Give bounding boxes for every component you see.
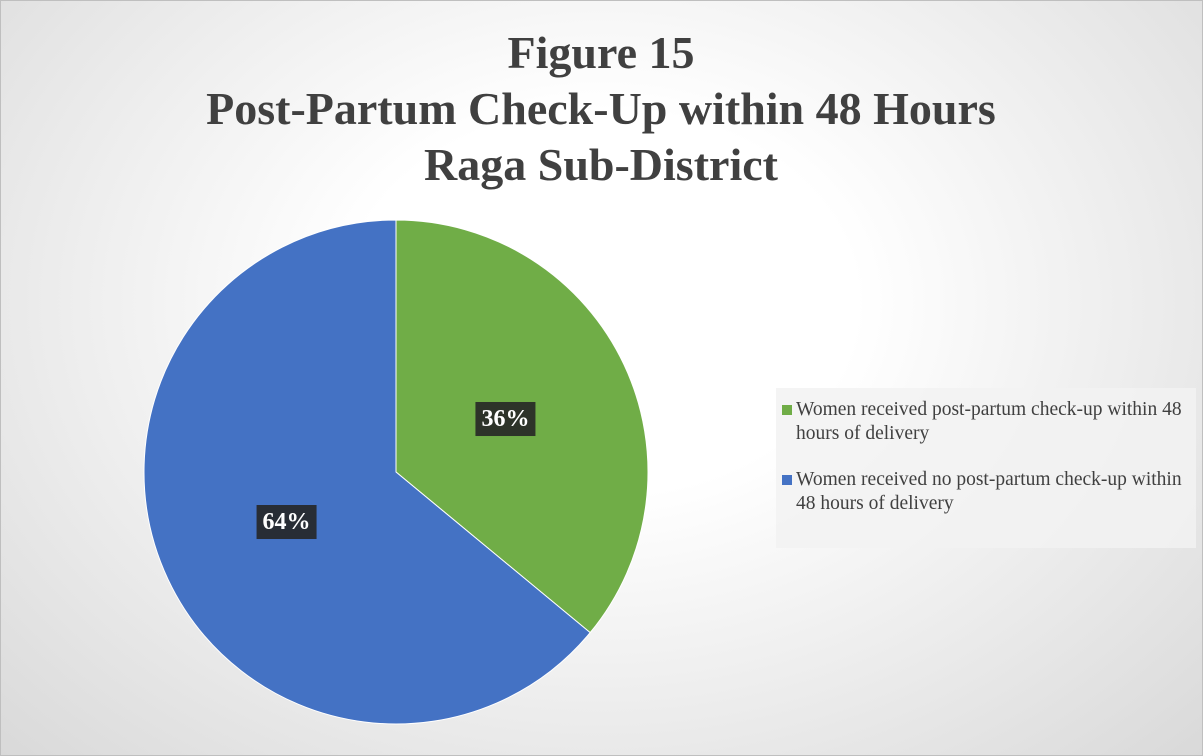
chart-title: Figure 15 xyxy=(508,27,695,78)
pie-slice xyxy=(143,219,591,725)
data-label-box xyxy=(256,505,317,540)
legend-swatch xyxy=(782,405,792,415)
chart-title: Raga Sub-District xyxy=(424,139,779,190)
data-label-box xyxy=(475,401,536,437)
chart-title: Post-Partum Check-Up within 48 Hours xyxy=(206,83,996,134)
legend-label: Women received no post-partum check-up w… xyxy=(796,469,1182,514)
legend-entry: Women received post-partum check-up with… xyxy=(782,398,1190,446)
legend-entry: Women received no post-partum check-up w… xyxy=(782,468,1190,516)
legend-swatch xyxy=(782,475,792,485)
data-label: 36% xyxy=(481,406,529,432)
legend-label: Women received post-partum check-up with… xyxy=(796,399,1182,444)
data-label: 64% xyxy=(263,509,311,535)
legend: Women received post-partum check-up with… xyxy=(776,388,1196,548)
